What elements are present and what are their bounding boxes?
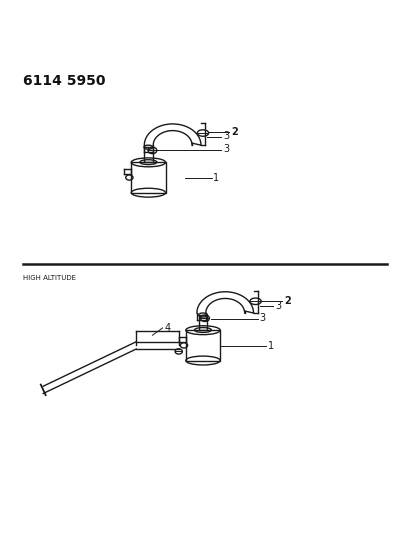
Bar [144, 147, 153, 162]
Text: 3: 3 [259, 313, 265, 324]
Text: HIGH ALTITUDE: HIGH ALTITUDE [23, 274, 76, 280]
Bar [131, 163, 165, 193]
Text: 2: 2 [283, 296, 290, 306]
Text: 2: 2 [231, 127, 238, 137]
Text: 6114 5950: 6114 5950 [23, 75, 105, 88]
Text: 3: 3 [222, 144, 229, 154]
Bar [198, 315, 207, 330]
Text: 1: 1 [267, 341, 273, 351]
Text: 3: 3 [222, 131, 229, 141]
Text: 4: 4 [164, 323, 170, 333]
Text: 1: 1 [213, 173, 219, 183]
Bar [185, 330, 220, 360]
Text: 3: 3 [274, 301, 281, 311]
